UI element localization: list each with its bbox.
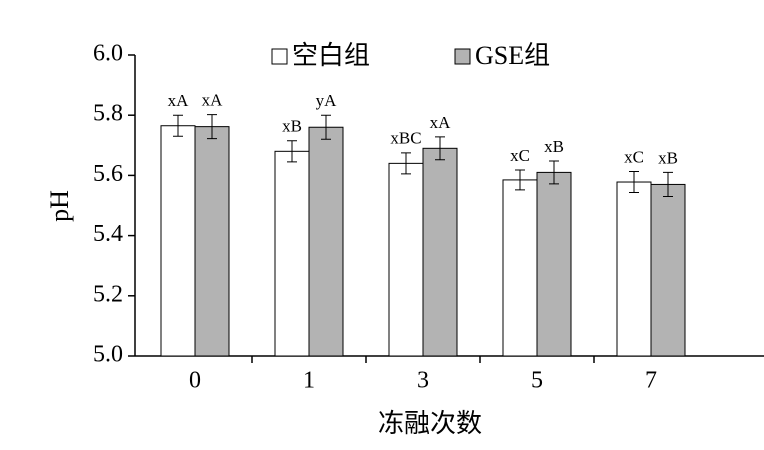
bar	[194, 126, 230, 357]
y-tick-label: 5.8	[93, 101, 123, 127]
error-bar	[515, 169, 525, 191]
y-tick-label: 5.4	[93, 221, 123, 247]
legend-swatch	[454, 48, 471, 65]
bar	[422, 147, 458, 357]
y-tick-label: 6.0	[93, 41, 123, 67]
annotation: xBC	[390, 129, 421, 148]
error-bar	[321, 114, 331, 140]
annotation: yA	[316, 91, 338, 110]
x-tick-label: 5	[531, 368, 543, 394]
error-bar	[173, 114, 183, 137]
error-bar	[549, 160, 559, 185]
bar	[274, 150, 310, 357]
x-axis-label: 冻融次数	[378, 409, 482, 438]
legend-swatch	[271, 48, 288, 65]
bar	[160, 125, 196, 357]
error-bar	[629, 170, 639, 194]
x-tick-label: 1	[303, 368, 315, 394]
annotation: xA	[430, 113, 452, 132]
annotation: xC	[510, 146, 530, 165]
bar	[536, 171, 572, 357]
error-bar	[401, 152, 411, 175]
legend-label: GSE组	[475, 41, 550, 70]
bar	[502, 179, 538, 357]
error-bar	[287, 140, 297, 163]
error-bar	[663, 171, 673, 197]
x-tick-label: 0	[189, 368, 201, 394]
legend-label: 空白组	[292, 41, 370, 70]
bar	[650, 183, 686, 357]
bar	[308, 126, 344, 357]
y-tick-label: 5.6	[93, 161, 123, 187]
error-bar	[435, 136, 445, 161]
annotation: xA	[168, 91, 190, 110]
x-tick-label: 7	[645, 368, 657, 394]
error-bar	[207, 114, 217, 140]
y-tick-label: 5.0	[93, 342, 123, 368]
y-tick-label: 5.2	[93, 281, 123, 307]
annotation: xA	[202, 91, 224, 110]
annotation: xB	[658, 148, 678, 167]
annotation: xC	[624, 147, 644, 166]
annotation: xB	[544, 137, 564, 156]
annotation: xB	[282, 117, 302, 136]
x-tick-label: 3	[417, 368, 429, 394]
y-axis-label: pH	[45, 190, 74, 222]
bar	[616, 181, 652, 357]
bar	[388, 162, 424, 357]
